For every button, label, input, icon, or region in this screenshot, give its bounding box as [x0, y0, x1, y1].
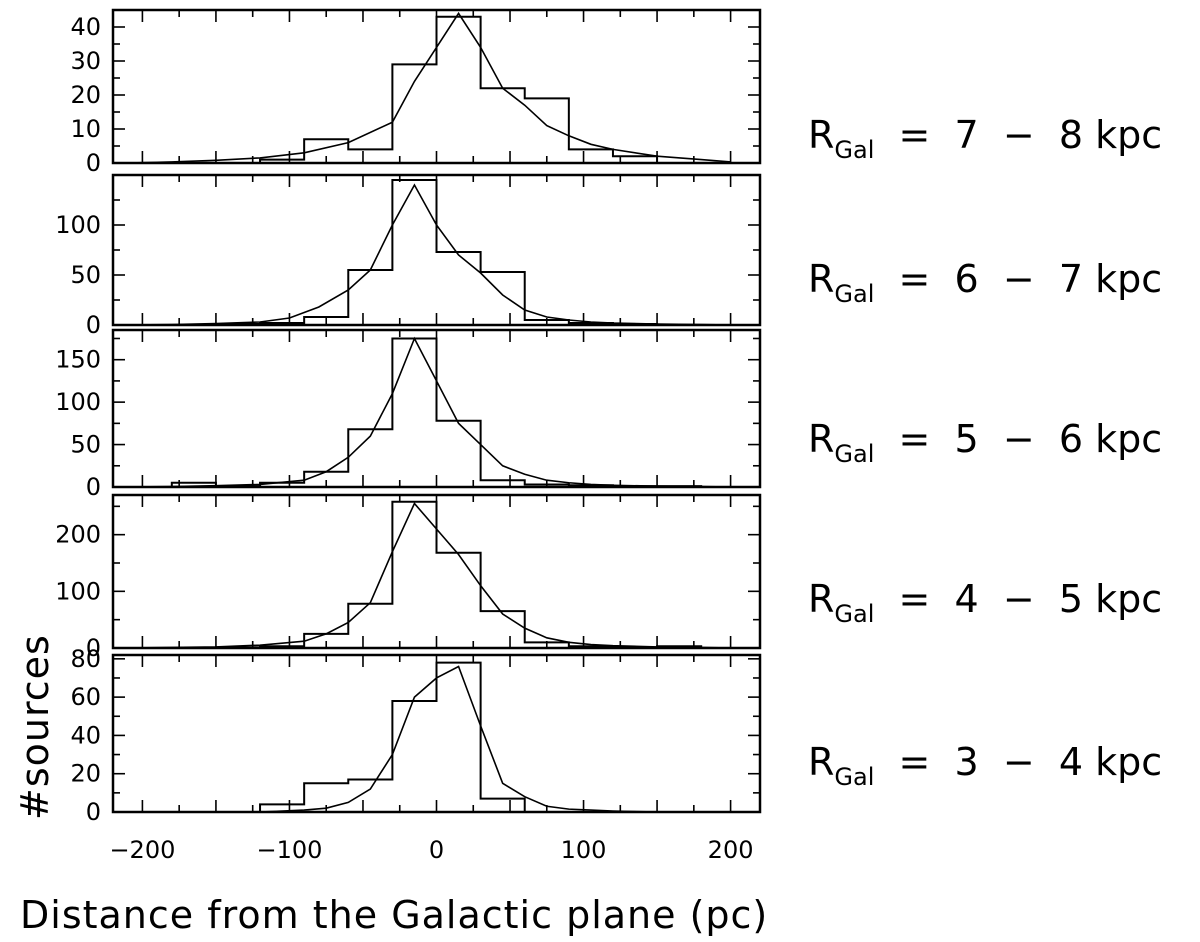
- panel-label-main: R: [808, 417, 834, 461]
- panel-label-main: R: [808, 577, 834, 621]
- y-tick-label: 100: [55, 577, 101, 605]
- panel-label: RGal = 4 − 5 kpc: [808, 577, 1162, 628]
- model-curve: [127, 336, 731, 488]
- panel-label-rest: = 5 − 6 kpc: [874, 417, 1162, 461]
- panel-label: RGal = 3 − 4 kpc: [808, 740, 1162, 791]
- y-tick-label: 100: [55, 211, 101, 239]
- y-axis-label: #sources: [13, 634, 57, 820]
- model-curve: [127, 502, 731, 649]
- y-tick-label: 0: [86, 798, 101, 826]
- y-tick-label: 40: [70, 721, 101, 749]
- panel-label-sub: Gal: [834, 440, 874, 468]
- panel-label-rest: = 3 − 4 kpc: [874, 740, 1162, 784]
- panel-label-main: R: [808, 257, 834, 301]
- histogram-series: [127, 500, 746, 649]
- histogram-series: [127, 179, 746, 326]
- x-tick-labels: −200 −100 0 100 200: [109, 836, 753, 864]
- panel-label: RGal = 7 − 8 kpc: [808, 113, 1162, 164]
- y-tick-label: 50: [70, 431, 101, 459]
- panel-label-sub: Gal: [834, 600, 874, 628]
- y-tick-label: 10: [70, 115, 101, 143]
- histogram-series: [127, 661, 746, 813]
- y-tick-label: 200: [55, 521, 101, 549]
- y-tick-label: 40: [70, 13, 101, 41]
- y-tick-label: 60: [70, 683, 101, 711]
- y-tick-label: 20: [70, 81, 101, 109]
- histogram-series: [127, 337, 746, 488]
- x-tick-label: 200: [708, 836, 754, 864]
- panel-label-sub: Gal: [834, 136, 874, 164]
- panel-label-sub: Gal: [834, 763, 874, 791]
- y-tick-label: 20: [70, 760, 101, 788]
- panel-1: 0 10 20 30 40 RGal = 7 − 8 kpc: [70, 8, 1162, 177]
- panel-label-main: R: [808, 113, 834, 157]
- panel-2: 0 50 100 RGal = 6 − 7 kpc: [55, 173, 1162, 339]
- y-tick-label: 0: [86, 634, 101, 662]
- x-tick-label: 0: [429, 836, 444, 864]
- x-tick-label: 100: [561, 836, 607, 864]
- panel-5: 0 20 40 60 80 RGal = 3 − 4 kpc: [70, 645, 1162, 826]
- x-axis-label: Distance from the Galactic plane (pc): [20, 893, 768, 937]
- y-tick-label: 30: [70, 47, 101, 75]
- x-tick-label: −100: [256, 836, 322, 864]
- histogram-series: [127, 15, 746, 164]
- model-curve: [127, 11, 731, 164]
- y-tick-label: 50: [70, 261, 101, 289]
- panel-label-rest: = 6 − 7 kpc: [874, 257, 1162, 301]
- model-curve: [127, 665, 731, 813]
- panel-label-rest: = 4 − 5 kpc: [874, 577, 1162, 621]
- y-tick-label: 80: [70, 645, 101, 673]
- panel-label-main: R: [808, 740, 834, 784]
- y-tick-label: 0: [86, 311, 101, 339]
- panel-label: RGal = 6 − 7 kpc: [808, 257, 1162, 308]
- x-tick-label: −200: [109, 836, 175, 864]
- y-tick-label: 0: [86, 149, 101, 177]
- panel-label-sub: Gal: [834, 280, 874, 308]
- y-tick-label: 100: [55, 388, 101, 416]
- panel-3: 0 50 100 150 RGal = 5 − 6 kpc: [55, 328, 1162, 501]
- y-tick-label: 0: [86, 473, 101, 501]
- model-curve: [127, 183, 731, 326]
- panel-label: RGal = 5 − 6 kpc: [808, 417, 1162, 468]
- panel-label-rest: = 7 − 8 kpc: [874, 113, 1162, 157]
- y-tick-label: 150: [55, 346, 101, 374]
- panel-4: 0 100 200 RGal = 4 − 5 kpc: [55, 493, 1162, 662]
